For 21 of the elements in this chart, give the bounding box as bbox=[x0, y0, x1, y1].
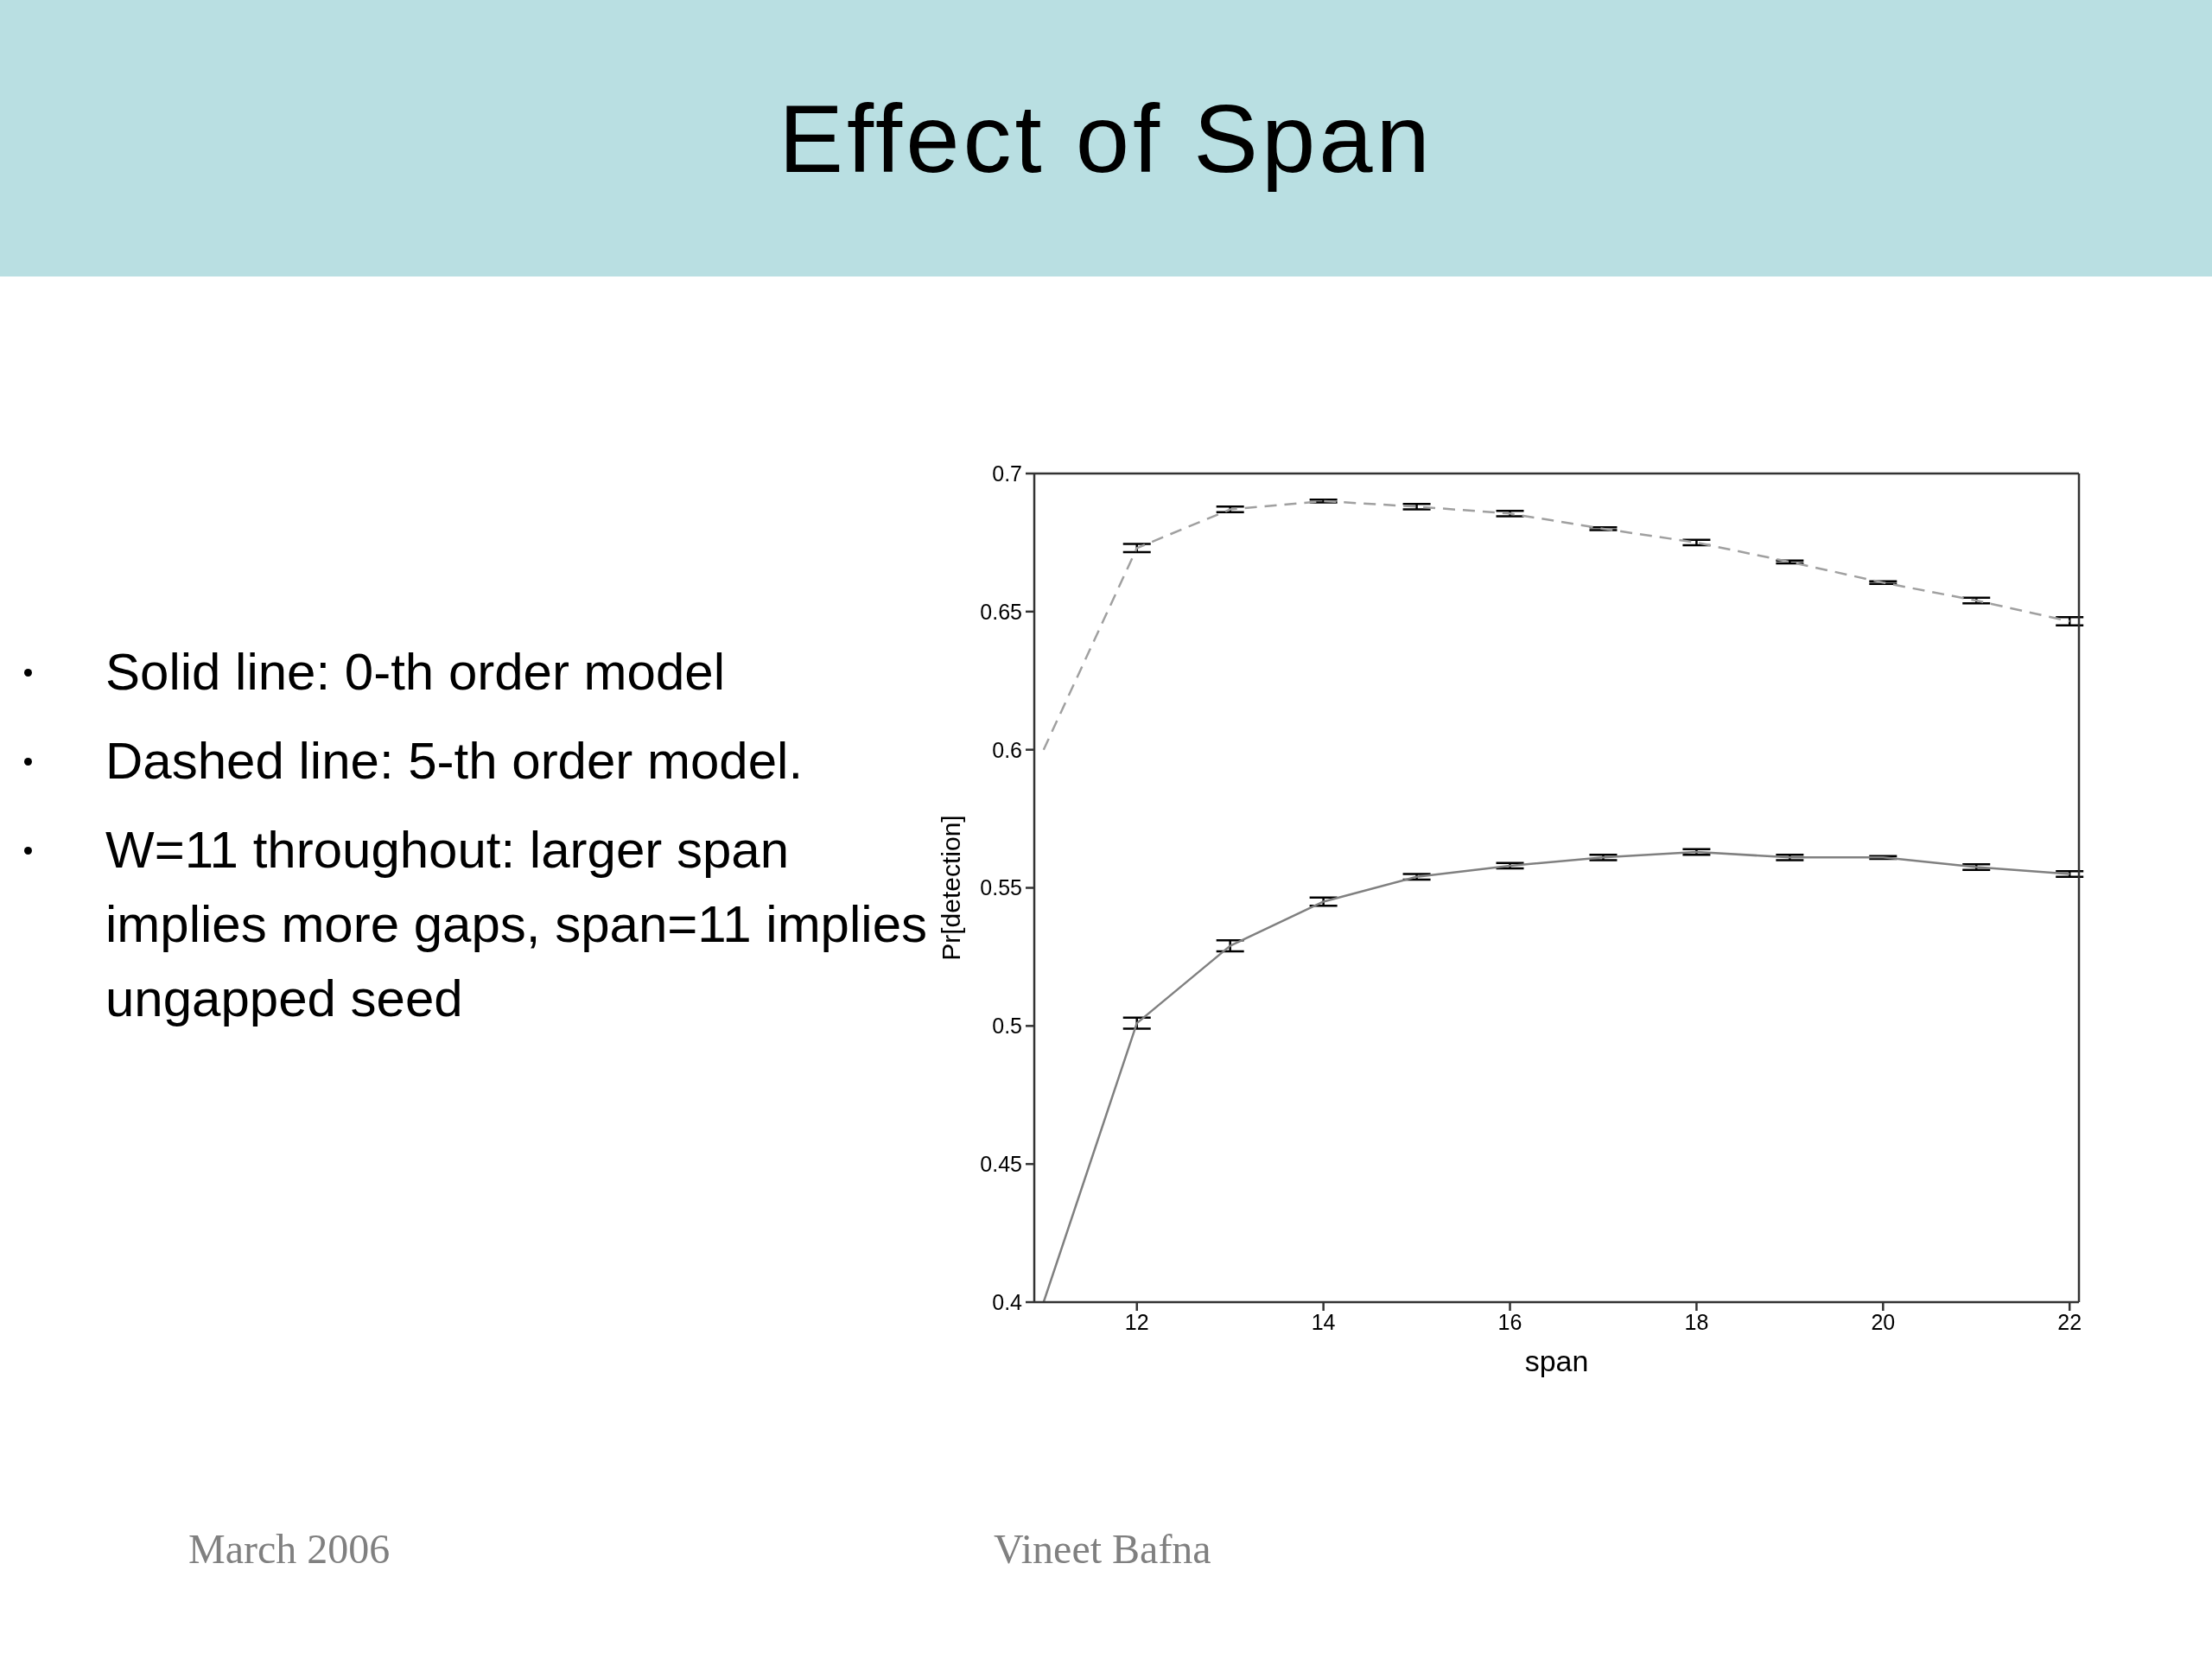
y-tick-label: 0.4 bbox=[992, 1289, 1023, 1314]
y-tick-label: 0.7 bbox=[992, 461, 1022, 486]
x-tick-label: 20 bbox=[1871, 1309, 1896, 1334]
x-tick-label: 14 bbox=[1311, 1309, 1336, 1334]
x-tick-label: 12 bbox=[1124, 1309, 1149, 1334]
y-axis-title: Pr[detection] bbox=[936, 815, 965, 961]
chart-title: Effect of Span bbox=[779, 83, 1433, 194]
x-tick-label: 22 bbox=[2057, 1309, 2082, 1334]
x-tick-label: 18 bbox=[1684, 1309, 1709, 1334]
text: Vineet Bafna bbox=[994, 1526, 1211, 1572]
text: W=11 throughout: larger span implies more gaps, span=11 implies ungapped seed bbox=[105, 821, 928, 1027]
text: Dashed line: 5-th order model. bbox=[105, 732, 804, 790]
x-tick-label: 16 bbox=[1497, 1309, 1522, 1334]
y-tick-label: 0.45 bbox=[980, 1152, 1022, 1177]
y-tick-label: 0.6 bbox=[992, 737, 1022, 762]
text: March 2006 bbox=[188, 1526, 391, 1572]
y-tick-label: 0.5 bbox=[992, 1014, 1022, 1039]
text: Solid line: 0-th order model bbox=[105, 643, 726, 701]
y-tick-label: 0.65 bbox=[980, 599, 1022, 624]
y-tick-label: 0.55 bbox=[980, 875, 1022, 900]
x-axis-title: span bbox=[1524, 1344, 1589, 1377]
